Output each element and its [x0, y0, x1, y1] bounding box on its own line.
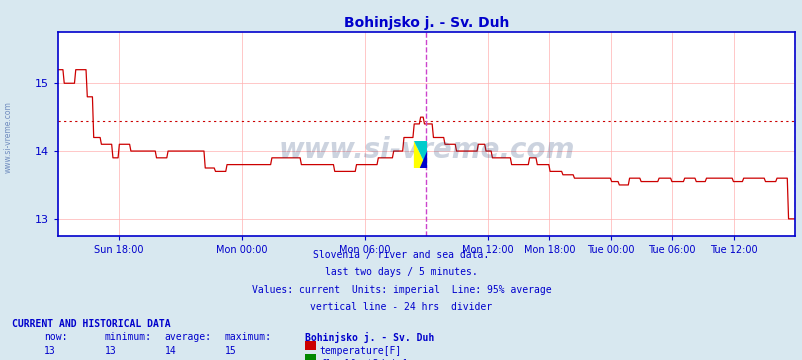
Text: www.si-vreme.com: www.si-vreme.com: [277, 136, 574, 165]
Text: Bohinjsko j. - Sv. Duh: Bohinjsko j. - Sv. Duh: [305, 332, 434, 343]
Text: -nan: -nan: [164, 358, 188, 360]
Text: vertical line - 24 hrs  divider: vertical line - 24 hrs divider: [310, 302, 492, 312]
Text: 14: 14: [164, 346, 176, 356]
Text: -nan: -nan: [104, 358, 128, 360]
Text: Values: current  Units: imperial  Line: 95% average: Values: current Units: imperial Line: 95…: [251, 285, 551, 295]
Text: Slovenia / river and sea data.: Slovenia / river and sea data.: [313, 250, 489, 260]
Text: minimum:: minimum:: [104, 332, 152, 342]
Text: flow[foot3/min]: flow[foot3/min]: [319, 358, 407, 360]
Polygon shape: [413, 141, 427, 168]
Text: maximum:: maximum:: [225, 332, 272, 342]
Text: temperature[F]: temperature[F]: [319, 346, 401, 356]
Text: 13: 13: [44, 346, 56, 356]
Text: CURRENT AND HISTORICAL DATA: CURRENT AND HISTORICAL DATA: [12, 319, 171, 329]
Text: -nan: -nan: [225, 358, 248, 360]
Text: average:: average:: [164, 332, 212, 342]
Text: -nan: -nan: [44, 358, 67, 360]
Text: last two days / 5 minutes.: last two days / 5 minutes.: [325, 267, 477, 278]
Polygon shape: [413, 141, 427, 168]
Text: www.si-vreme.com: www.si-vreme.com: [3, 101, 13, 173]
Text: now:: now:: [44, 332, 67, 342]
Title: Bohinjsko j. - Sv. Duh: Bohinjsko j. - Sv. Duh: [343, 16, 508, 30]
Polygon shape: [419, 151, 427, 168]
Text: 13: 13: [104, 346, 116, 356]
Text: 15: 15: [225, 346, 237, 356]
